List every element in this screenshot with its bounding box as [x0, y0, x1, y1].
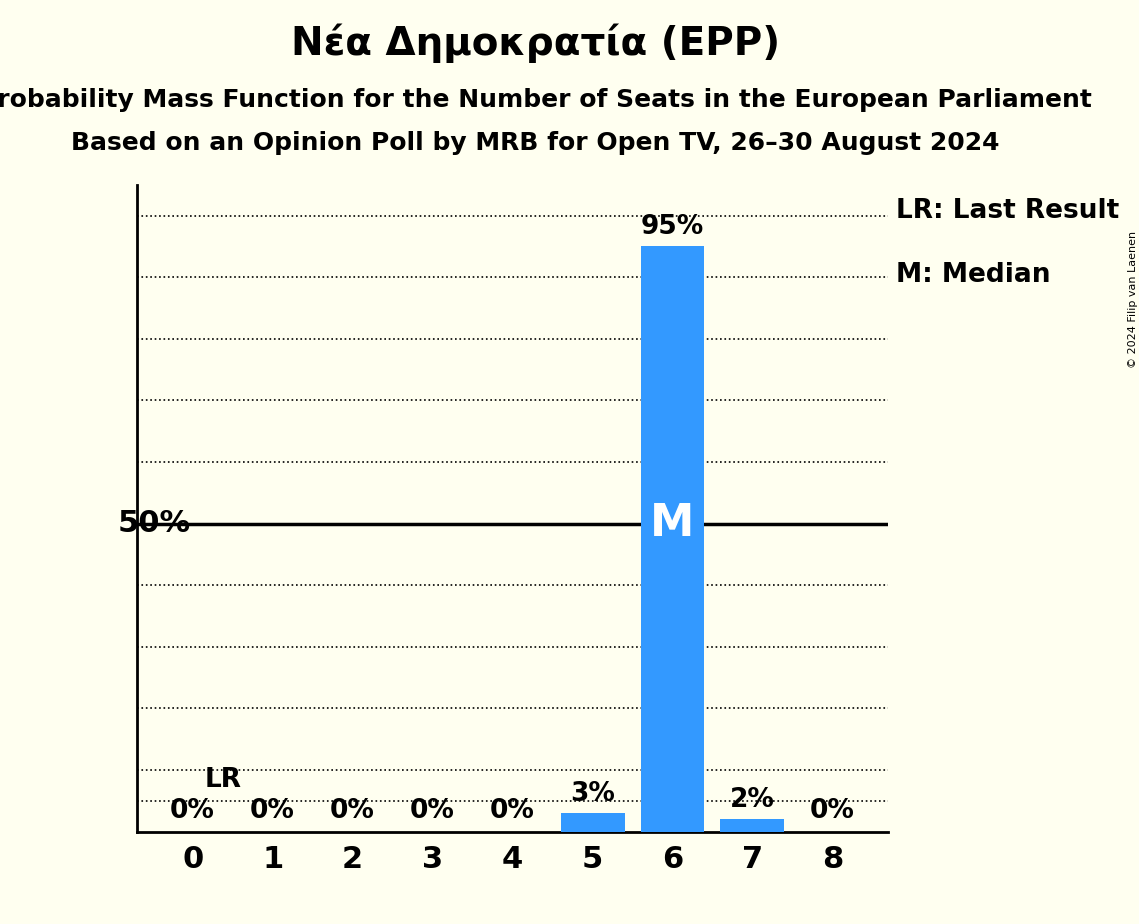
Text: M: Median: M: Median [896, 262, 1050, 288]
Text: 0%: 0% [251, 798, 295, 824]
Text: LR: LR [205, 768, 241, 794]
Text: 3%: 3% [571, 781, 615, 807]
Text: M: M [650, 502, 695, 545]
Text: 2%: 2% [730, 787, 775, 813]
Text: 0%: 0% [330, 798, 375, 824]
Bar [721, 820, 785, 832]
Text: 0%: 0% [810, 798, 855, 824]
Text: 0%: 0% [170, 798, 215, 824]
Text: Based on an Opinion Poll by MRB for Open TV, 26–30 August 2024: Based on an Opinion Poll by MRB for Open… [71, 131, 1000, 155]
Text: Probability Mass Function for the Number of Seats in the European Parliament: Probability Mass Function for the Number… [0, 88, 1092, 112]
Text: 0%: 0% [410, 798, 454, 824]
Text: Νέα Δημοκρατία (EPP): Νέα Δημοκρατία (EPP) [290, 23, 780, 63]
Bar [640, 247, 705, 832]
Text: © 2024 Filip van Laenen: © 2024 Filip van Laenen [1129, 231, 1138, 368]
Bar [560, 813, 624, 832]
Text: LR: Last Result: LR: Last Result [896, 198, 1120, 224]
Text: 0%: 0% [490, 798, 535, 824]
Text: 50%: 50% [118, 509, 191, 538]
Text: 95%: 95% [641, 214, 704, 240]
